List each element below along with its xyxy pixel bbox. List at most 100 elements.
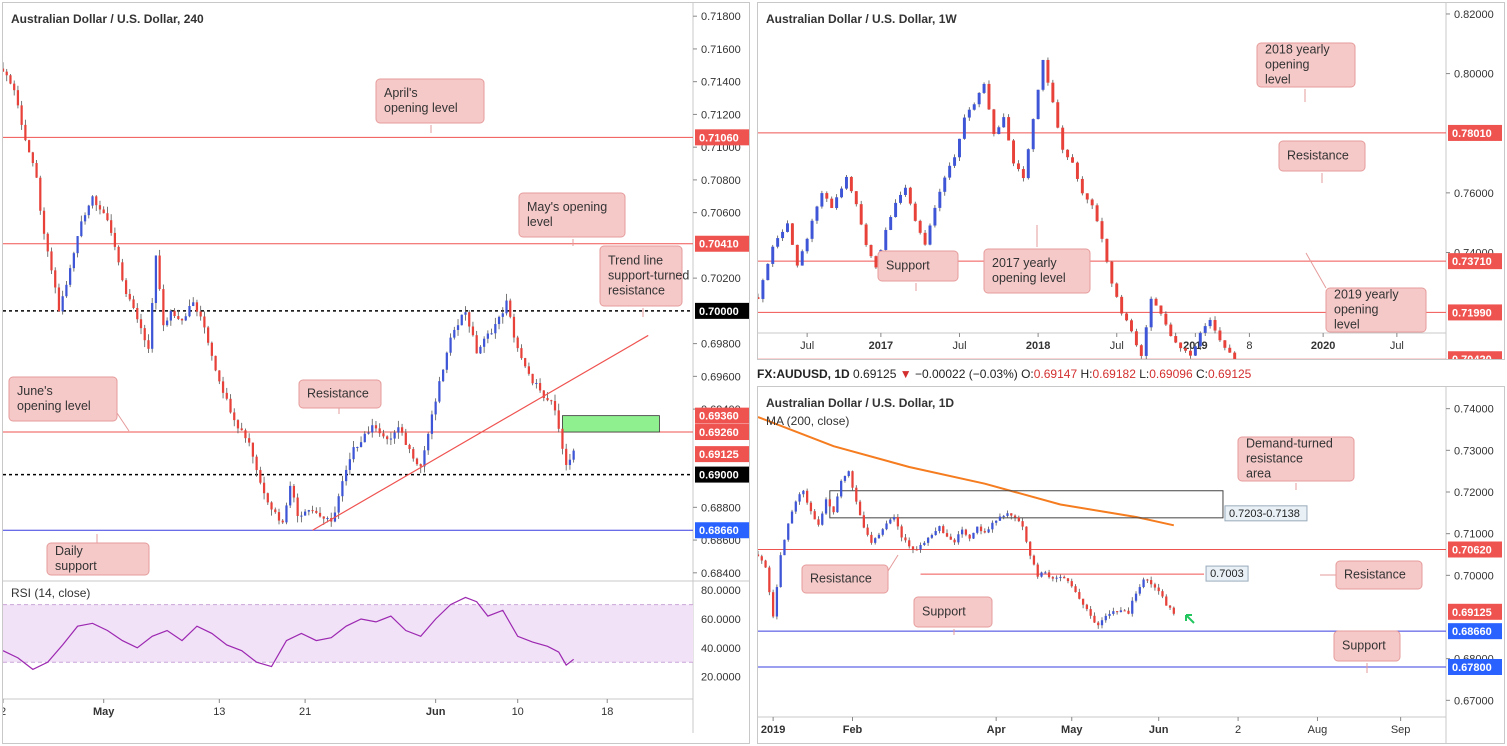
symbol-label: FX:AUDUSD, 1D [757, 367, 850, 381]
d1-candle-body [881, 529, 884, 535]
h4-candle-body [322, 516, 325, 519]
w1-candle-body [997, 127, 1001, 135]
h4-candle-body [535, 383, 538, 385]
d1-candle-body [824, 499, 828, 514]
d1-candle-body [1032, 555, 1036, 565]
w1-candle-body [800, 251, 804, 266]
h4-callout-text: Daily support [55, 544, 97, 573]
w1-x-tick-label: Jul [800, 340, 814, 352]
h4-price-tag-bg [695, 129, 749, 146]
h4-candle-body [352, 447, 355, 460]
h4-candle-body [430, 414, 434, 434]
d1-candle-body [1108, 613, 1111, 616]
d1-candle-body [1131, 600, 1134, 614]
d1-resistance-label-bg [1205, 565, 1249, 582]
h4-candle-body [192, 302, 195, 306]
d1-candle-body [836, 496, 839, 513]
h4-candle-body [240, 428, 243, 431]
h4-rsi-tick-label: 60.0000 [701, 614, 741, 626]
w1-candle-body [869, 244, 873, 257]
d1-candle-body [1172, 607, 1175, 614]
w1-candle-body [1164, 313, 1168, 325]
h4-candle-body [236, 420, 240, 429]
d1-candle-body [979, 526, 983, 532]
h4-candle-body [151, 303, 154, 349]
w1-candle-body [1188, 350, 1192, 356]
h4-candle-body [80, 221, 83, 237]
w1-candle-body [933, 207, 937, 226]
h4-y-tick-label: 0.70200 [701, 273, 741, 285]
weekly-chart-panel[interactable]: 0.820000.800000.760000.740000.70000Jul20… [757, 2, 1505, 360]
h4-y-tick-label: 0.71800 [701, 11, 741, 23]
h4-candle-body [13, 83, 16, 91]
w1-price-tag-bg [1448, 304, 1502, 321]
d1-candle-body [1078, 592, 1081, 599]
h4-callout-line: May's opening [527, 200, 607, 214]
w1-candle-body [815, 206, 819, 221]
h4-candle-body [415, 458, 419, 465]
daily-chart-panel[interactable]: 0.740000.730000.720000.710000.700000.680… [757, 386, 1505, 744]
weekly-chart-svg[interactable]: 0.820000.800000.760000.740000.70000Jul20… [758, 3, 1505, 360]
h4-candle-body [132, 299, 135, 308]
w1-candle-body [953, 157, 957, 166]
d1-candle-body [843, 475, 847, 481]
h4-x-tick-label: 21 [299, 706, 311, 718]
h4-demand-zone [562, 415, 660, 433]
d1-x-tick-label: Jun [1149, 724, 1169, 736]
daily-chart-svg[interactable]: 0.740000.730000.720000.710000.700000.680… [758, 387, 1505, 744]
h4-candle-body [345, 469, 348, 482]
h4-callout-line: June's [17, 384, 53, 398]
d1-callout-text: Resistance [1344, 568, 1406, 582]
d1-candle-body [1104, 615, 1107, 621]
w1-candle-body [758, 297, 760, 299]
h4-candle-body [195, 302, 199, 312]
w1-candle-body [1110, 261, 1114, 284]
h4-candle-body [356, 447, 359, 449]
w1-candle-body [854, 191, 858, 205]
h4-chart-panel[interactable]: 0.71800 0.71600 0.71400 0.71200 0.71000 0.708… [2, 2, 750, 744]
h4-chart-svg[interactable]: 0.718000.716000.714000.712000.710000.708… [3, 3, 750, 744]
h4-callout-box [375, 78, 485, 124]
w1-y-tick-label: 0.82000 [1454, 9, 1494, 21]
w1-candle-body [992, 109, 996, 135]
h4-callout-text: June's opening level [17, 384, 91, 413]
h4-rsi-tick-label: 80.0000 [701, 585, 741, 597]
h4-rsi-line [3, 596, 575, 671]
w1-candle-body [825, 193, 829, 199]
h4-candle-body [460, 314, 463, 326]
w1-x-tick-label: 2020 [1311, 340, 1335, 352]
h4-price-tag-bg [695, 446, 749, 463]
d1-candle-body [1063, 576, 1066, 579]
d1-candle-body [828, 499, 831, 507]
h4-y-tick-label: 0.71400 [701, 77, 741, 89]
d1-x-tick-label: 2 [1235, 724, 1241, 736]
h4-candle-body [456, 325, 460, 330]
h4-candle-body [408, 444, 411, 450]
d1-candle-body [760, 556, 763, 561]
h4-candle-body [121, 262, 124, 281]
d1-x-tick-label: Aug [1308, 724, 1328, 736]
h4-candle-body [427, 433, 430, 451]
w1-x-tick-label: Jul [1110, 340, 1124, 352]
w1-callout-line: Resistance [1287, 149, 1349, 163]
h4-candle-body [348, 459, 351, 470]
d1-candle-body [832, 506, 835, 513]
h4-rsi-band [3, 604, 693, 663]
h4-candle-body [550, 400, 553, 402]
d1-candle-body [855, 487, 858, 502]
w1-candle-body [1026, 149, 1030, 179]
h4-candle-body [95, 196, 98, 206]
w1-candle-body [889, 217, 893, 230]
d1-candle-body [1059, 576, 1062, 578]
w1-candle-body [1056, 102, 1060, 128]
d1-candle-body [1017, 517, 1020, 522]
h4-candle-body [259, 470, 262, 483]
h4-candle-body [289, 485, 292, 506]
d1-price-tag: 0.69125 [1452, 607, 1492, 619]
d1-callout-line: resistance [1246, 452, 1303, 466]
d1-candle-body [949, 536, 952, 540]
d1-candle-body [1085, 604, 1089, 610]
w1-candle-body [972, 104, 976, 110]
h4-candle-body [5, 71, 8, 76]
w1-candle-body [1218, 330, 1222, 341]
